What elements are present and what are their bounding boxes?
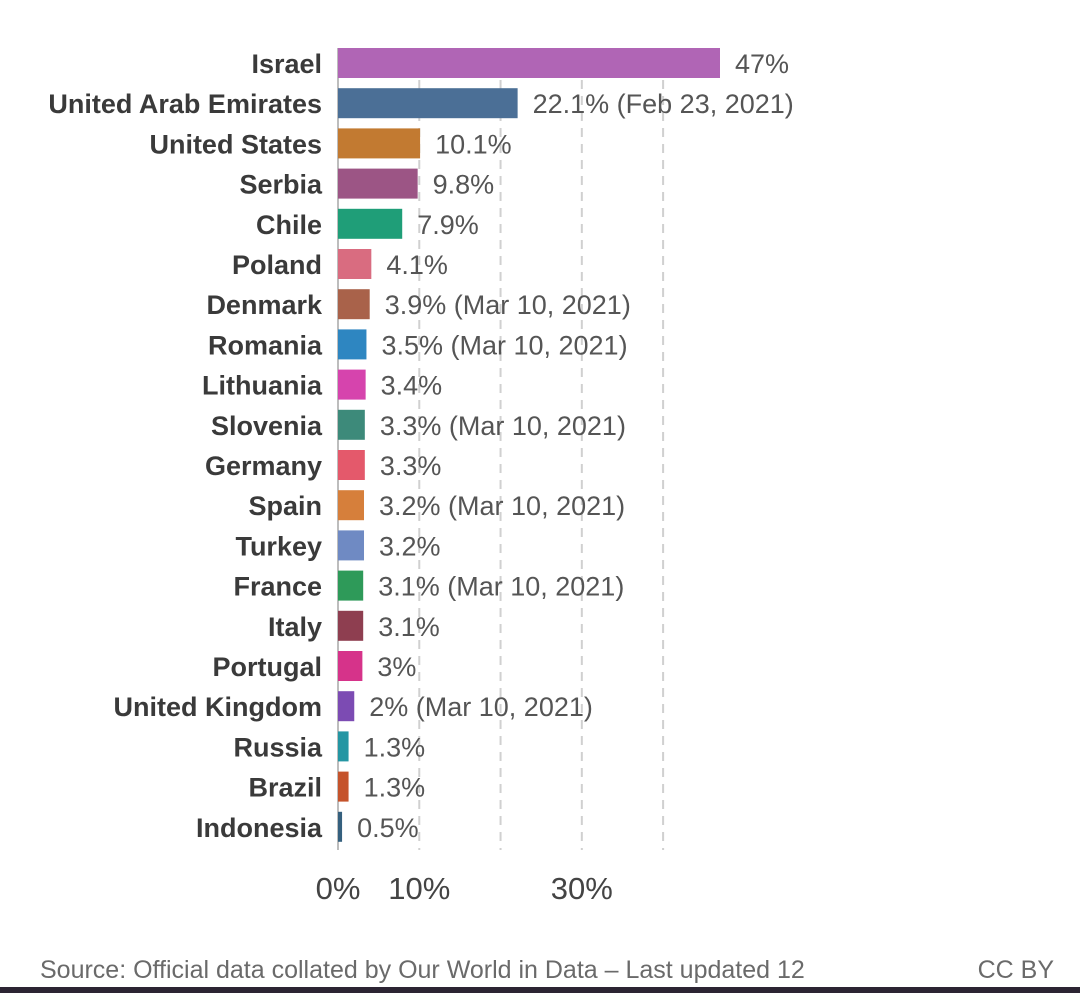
value-label: 3.2%	[379, 531, 441, 561]
country-label: Romania	[208, 330, 323, 360]
bar	[338, 48, 720, 78]
bar	[338, 651, 363, 681]
value-label: 3.4%	[381, 371, 443, 401]
x-tick-label: 10%	[388, 871, 450, 906]
bar	[338, 208, 403, 239]
country-label: Serbia	[239, 170, 323, 200]
country-label: France	[233, 572, 322, 602]
chart-footer: Source: Official data collated by Our Wo…	[0, 952, 1080, 986]
value-label: 7.9%	[417, 210, 479, 240]
license-link[interactable]: CC BY	[977, 956, 1054, 984]
value-label: 3.1% (Mar 10, 2021)	[378, 572, 624, 602]
value-label: 3.3% (Mar 10, 2021)	[380, 411, 626, 441]
country-label: Germany	[205, 451, 322, 481]
bar	[338, 450, 365, 480]
value-label: 3.3%	[380, 451, 442, 481]
country-label: Portugal	[212, 652, 322, 682]
bar	[338, 249, 372, 279]
value-label: 1.3%	[364, 732, 426, 762]
value-label: 3.9% (Mar 10, 2021)	[385, 290, 631, 320]
bar	[338, 128, 421, 159]
bar	[338, 88, 518, 119]
country-label: Israel	[251, 49, 322, 79]
bar	[338, 811, 343, 842]
x-tick-label: 0%	[316, 871, 361, 906]
value-label: 3.5% (Mar 10, 2021)	[381, 330, 627, 360]
value-label: 3%	[377, 652, 416, 682]
x-tick-label: 30%	[551, 871, 613, 906]
country-label: Russia	[233, 732, 323, 762]
value-label: 47%	[735, 49, 789, 79]
value-label: 2% (Mar 10, 2021)	[369, 692, 593, 722]
country-label: Brazil	[248, 773, 322, 803]
value-label: 1.3%	[364, 773, 426, 803]
bar	[338, 771, 349, 802]
value-label: 0.5%	[357, 813, 419, 843]
bar	[338, 570, 364, 601]
bar	[338, 490, 365, 521]
bar	[338, 329, 367, 360]
value-label: 3.2% (Mar 10, 2021)	[379, 491, 625, 521]
source-note: Source: Official data collated by Our Wo…	[40, 956, 805, 984]
bar	[338, 610, 364, 641]
country-label: Spain	[248, 491, 322, 521]
country-label: Turkey	[235, 531, 322, 561]
bar	[338, 289, 370, 320]
bar	[338, 369, 366, 400]
value-label: 22.1% (Feb 23, 2021)	[533, 89, 794, 119]
country-label: United Arab Emirates	[48, 89, 322, 119]
value-label: 9.8%	[433, 170, 495, 200]
country-label: Chile	[256, 210, 322, 240]
country-label: Lithuania	[202, 371, 323, 401]
bottom-band	[0, 987, 1080, 993]
bar	[338, 530, 365, 561]
value-label: 10.1%	[435, 129, 512, 159]
value-label: 4.1%	[386, 250, 448, 280]
country-label: Poland	[232, 250, 322, 280]
country-label: Italy	[268, 612, 322, 642]
country-label: Slovenia	[211, 411, 323, 441]
bar	[338, 409, 365, 440]
country-label: Denmark	[206, 290, 323, 320]
country-label: United States	[149, 129, 322, 159]
country-label: Indonesia	[196, 813, 323, 843]
bar-chart: Israel 47% United Arab Emirates 22.1% (Feb …	[48, 48, 794, 906]
bar	[338, 691, 355, 722]
country-label: United Kingdom	[114, 692, 322, 722]
bar	[338, 731, 349, 762]
bar	[338, 168, 418, 199]
value-label: 3.1%	[378, 612, 440, 642]
